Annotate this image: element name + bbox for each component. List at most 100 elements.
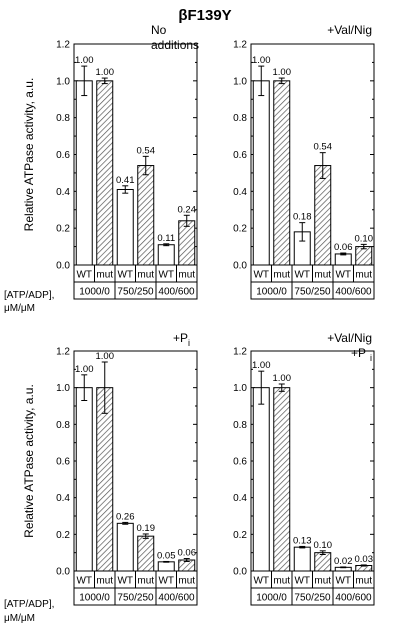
condition-annotation: additions [151,38,199,52]
y-tick-label: 0.8 [56,113,70,124]
y-tick-label: 1.2 [56,347,70,358]
condition-annotation: No [151,23,167,37]
category-label: mut [273,576,290,587]
category-label: WT [294,576,310,587]
data-label: 0.54 [314,142,333,153]
category-label: mut [273,270,290,281]
annotation-subscript: i [370,353,372,363]
y-tick-label: 0.6 [56,150,70,161]
group-label: 1000/0 [79,593,110,604]
group-label: 1000/0 [256,593,287,604]
data-label: 0.03 [355,554,374,565]
group-label: 400/600 [158,287,195,298]
category-label: mut [137,270,154,281]
y-tick-label: 1.0 [56,76,70,87]
category-label: mut [314,576,331,587]
row-label-top-line2: μM/μM [4,303,35,314]
y-tick-label: 1.0 [233,383,247,394]
bar-wt [157,244,175,266]
bar-wt [334,253,352,266]
y-tick-label: 0.4 [233,187,247,198]
y-tick-label: 1.2 [233,40,247,51]
bar-wt [75,387,93,572]
bar-wt [293,546,311,572]
panel-val-nig-pi: 0.00.20.40.60.81.01.21.001.000.13 0.100.0… [233,331,375,606]
row-label-bottom-line1: [ATP/ADP], [4,599,54,610]
data-label: 0.06 [334,242,353,253]
data-label: 1.00 [75,55,94,66]
y-tick-label: 0.2 [233,224,247,235]
panel-val-nig: 0.0 0.2 0.4 0.6 0.8 1.0 1.2 1.001.00 0.18 0.54 0.0… [233,23,375,300]
annotation-text: +P [351,346,366,360]
condition-annotation: +Val/Nig [327,23,372,37]
condition-annotation-line2: +P [351,346,366,360]
bar-mut [96,387,114,572]
condition-annotation: +Val/Nig [327,331,372,345]
category-label: mut [178,576,195,587]
bar-mut [178,220,196,266]
group-label: 750/250 [294,593,331,604]
bar-mut [137,535,155,572]
y-tick-label: 0.0 [233,567,247,578]
bar-mut [273,387,291,572]
y-tick-label: 1.2 [56,40,70,51]
data-label: 1.00 [96,67,115,78]
data-label: 0.10 [355,233,374,244]
data-label: 0.11 [157,233,175,244]
category-label: WT [76,576,92,587]
data-label: 1.00 [273,373,292,384]
bar-wt [116,188,134,266]
y-tick-label: 1.0 [56,383,70,394]
category-label: WT [253,576,269,587]
bar-mut [314,552,332,572]
data-label: 0.18 [293,212,312,223]
y-tick-label: 0.2 [56,224,70,235]
bar-mut [314,165,332,266]
group-label: 1000/0 [79,287,110,298]
data-label: 0.54 [137,145,156,156]
bar-wt [75,80,93,266]
group-label: 1000/0 [256,287,287,298]
category-label: mut [314,270,331,281]
data-label: 0.10 [314,540,333,551]
y-tick-label: 0.0 [233,261,247,272]
y-tick-label: 0.0 [56,261,70,272]
data-label: 1.00 [252,360,271,371]
data-label: 0.41 [116,175,135,186]
bar-wt [252,387,270,572]
group-label: 400/600 [158,593,195,604]
category-label: WT [253,270,269,281]
category-label: mut [355,576,372,587]
y-tick-label: 0.6 [56,457,70,468]
data-label: 0.06 [178,548,197,559]
data-label: 1.00 [96,351,115,362]
category-label: WT [76,270,92,281]
category-label: mut [355,270,372,281]
category-label: mut [137,576,154,587]
group-label: 750/250 [117,593,154,604]
condition-annotation: +Pi [173,331,190,348]
bar-mut [273,80,291,266]
y-tick-label: 0.4 [233,493,247,504]
bar-wt [252,80,270,266]
category-label: WT [117,270,133,281]
y-tick-label: 0.8 [233,113,247,124]
category-label: mut [178,270,195,281]
y-tick-label: 1.2 [233,347,247,358]
bar-mut [96,80,114,266]
category-label: mut [96,270,113,281]
annotation-subscript: i [188,338,190,348]
y-tick-label: 0.8 [233,420,247,431]
category-label: WT [294,270,310,281]
annotation-text: +P [173,331,188,345]
row-label-bottom-line2: μM/μM [4,613,35,624]
category-label: mut [96,576,113,587]
panel-no-additions: 0.0 0.2 0.4 0.6 0.8 1.0 1.2 Relative ATPase act… [22,23,199,300]
data-label: 0.02 [334,556,353,567]
group-label: 750/250 [294,287,331,298]
y-tick-label: 1.0 [233,76,247,87]
y-axis-label: Relative ATPase activity, a.u. [22,78,36,232]
data-label: 0.24 [178,204,197,215]
y-tick-label: 0.6 [233,457,247,468]
data-label: 1.00 [75,364,94,375]
